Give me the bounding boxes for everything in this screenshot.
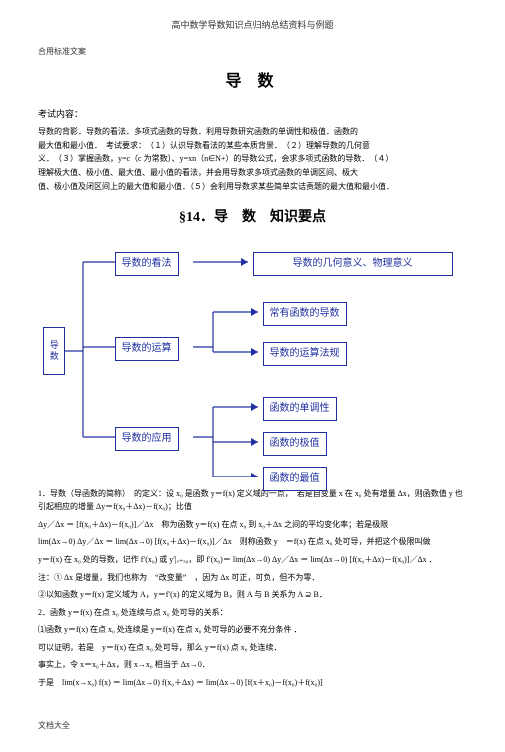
diagram-extremum: 函数的极值: [263, 432, 327, 456]
item2c: 事实上，令 x＝x₀＋Δx，则 x→x₀ 相当于 Δx→0．: [38, 658, 467, 672]
def-part1: 1．导数（导函数的简称） 的定义：设 x₀ 是函数 y＝f(x) 定义域的一点，…: [38, 487, 467, 514]
diagram-monotonicity: 函数的单调性: [263, 397, 337, 421]
intro-label: 考试内容：: [38, 107, 467, 121]
diagram-application: 导数的应用: [115, 427, 179, 451]
def-part1c: lim(Δx→0) Δy／Δx ＝ lim(Δx→0) [f(x₀＋Δx)－f(…: [38, 535, 467, 549]
item2a: ⑴函数 y＝f(x) 在点 x₀ 处连续是 y＝f(x) 在点 x₀ 处可导的必…: [38, 623, 467, 637]
intro-p2: 最大值和最小值． 考试要求： （１）认识导数看法的某些本质背景． （２）理解导数…: [38, 139, 467, 153]
def-part1b: Δy／Δx ＝ [f(x₀＋Δx)－f(x₀)]／Δx 称为函数 y＝f(x) …: [38, 518, 467, 532]
note-1: 注：① Δx 是增量，我们也称为 “改变量” ，因为 Δx 可正，可负，但不为零…: [38, 571, 467, 585]
diagram-concept: 导数的看法: [115, 252, 179, 276]
intro-p5: 值、极小值及闭区间上的最大值和最小值．（５）会利用导数求某些简单实诘责题的最大值…: [38, 180, 467, 194]
def-part1d: y＝f(x) 在 x₀ 处的导数，记作 f′(x₀) 或 y′|ₓ₌ₓ₀，即 f…: [38, 553, 467, 567]
diagram-lines: [43, 242, 463, 477]
intro-p3: 义． （３）掌握函数，y=c（c 为常数）、y=xn（n∈N+）的导数公式，会求…: [38, 152, 467, 166]
footer: 文档大全: [38, 720, 467, 733]
knowledge-diagram: 导 数 导数的看法 导数的运算 导数的应用 导数的几何意义、物理意义 常有函数的…: [43, 242, 463, 477]
item2: 2．函数 y＝f(x) 在点 x₀ 处连续与点 x₀ 处可导的关系：: [38, 606, 467, 620]
page-top-header: 高中数学导数知识点归纳总结资料与例题: [38, 18, 467, 32]
diagram-rules: 导数的运算法规: [263, 342, 347, 366]
item2d: 于是 lim(x→x₀) f(x) ＝ lim(Δx→0) f(x₀＋Δx) ＝…: [38, 676, 467, 690]
diagram-meaning: 导数的几何意义、物理意义: [253, 252, 453, 276]
section-title: §14．导 数 知识要点: [38, 207, 467, 229]
main-title: 导 数: [38, 69, 467, 95]
intro-p1: 导数的背影．导数的看法．多项式函数的导数．利用导数研究函数的单调性和极值．函数的: [38, 125, 467, 139]
diagram-root: 导 数: [43, 327, 65, 375]
intro-p4: 理解极大值、极小值、最大值、最小值的看法，并会用导数求多项式函数的单调区间、极大: [38, 166, 467, 180]
item2b: 可以证明，若是 y＝f(x) 在点 x₀ 处可导，那么 y＝f(x) 点 x₀ …: [38, 641, 467, 655]
diagram-operation: 导数的运算: [115, 337, 179, 361]
diagram-max-min: 函数的最值: [263, 467, 327, 491]
note-2: ②以知函数 y＝f(x) 定义域为 A，y＝f′(x) 的定义域为 B，则 A …: [38, 588, 467, 602]
diagram-common-functions: 常有函数的导数: [263, 302, 347, 326]
page-sub-header: 合用标准文案: [38, 46, 467, 59]
